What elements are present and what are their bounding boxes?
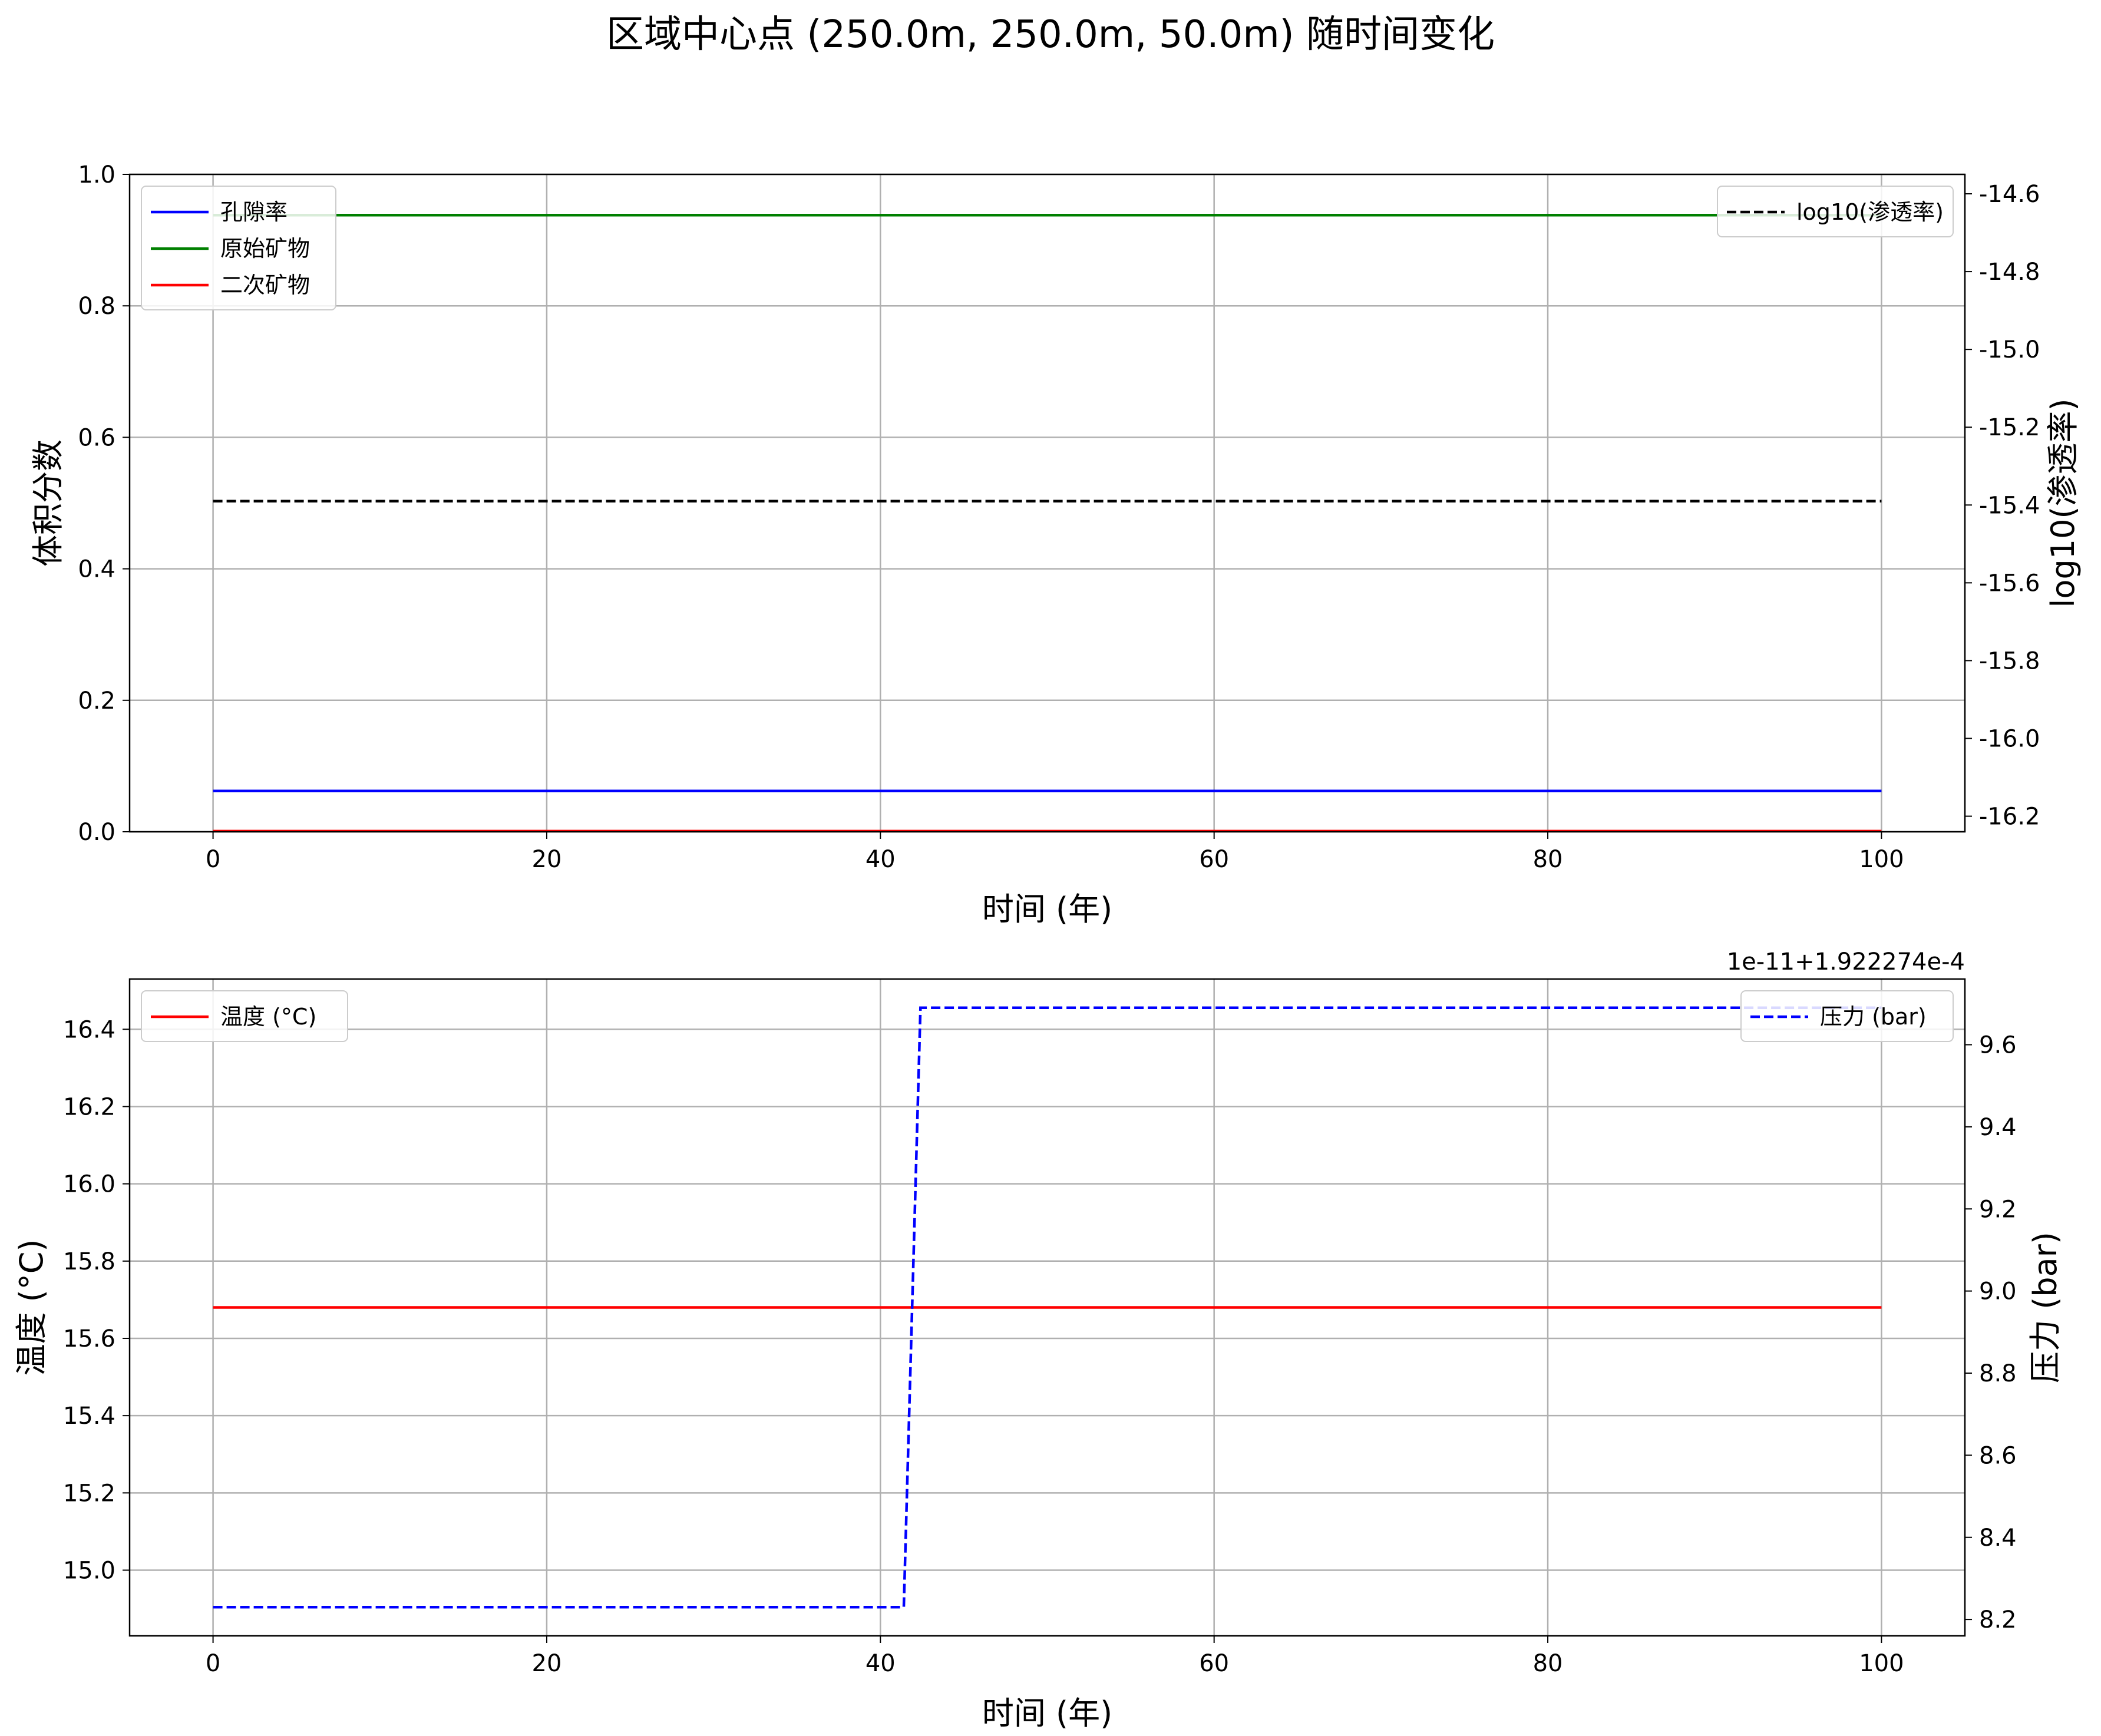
y-axis-label: 温度 (°C) xyxy=(13,1239,50,1375)
x-tick-label: 80 xyxy=(1533,1650,1563,1677)
legend-left-label: 温度 (°C) xyxy=(220,1004,316,1030)
y2-tick-label: -15.8 xyxy=(1979,647,2040,674)
x-tick-label: 0 xyxy=(206,1650,220,1677)
y-tick-label: 15.8 xyxy=(63,1248,115,1275)
y-tick-label: 16.4 xyxy=(63,1016,115,1043)
legend-right-box xyxy=(1740,990,1954,1042)
x-tick-label: 40 xyxy=(865,846,896,873)
y2-tick-label: 8.4 xyxy=(1979,1525,2017,1552)
figure-title: 区域中心点 (250.0m, 250.0m, 50.0m) 随时间变化 xyxy=(606,13,1495,57)
legend-left-label: 原始矿物 xyxy=(220,236,310,262)
y2-tick-label: 8.6 xyxy=(1979,1442,2017,1469)
x-tick-label: 40 xyxy=(865,1650,896,1677)
y-tick-label: 16.2 xyxy=(63,1093,115,1120)
y-tick-label: 1.0 xyxy=(78,161,115,189)
x-axis-label: 时间 (年) xyxy=(982,1695,1112,1732)
bottom-panel: 0 20 40 60 80 100 15.0 15.2 15.4 15.6 15.8 16.0 16.2… xyxy=(13,948,2064,1732)
x-tick-label: 100 xyxy=(1859,1650,1904,1677)
y2-tick-label: 8.8 xyxy=(1979,1360,2017,1387)
y2-tick-label: -16.2 xyxy=(1979,803,2040,831)
top-panel: 0 20 40 60 80 100 0.0 0.2 0.4 0.6 0.8 1.0 -14.6 -14.8… xyxy=(29,161,2082,928)
y2-axis-label: log10(渗透率) xyxy=(2044,398,2082,607)
x-tick-label: 20 xyxy=(532,1650,562,1677)
x-tick-label: 80 xyxy=(1533,846,1563,873)
y2-axis-label: 压力 (bar) xyxy=(2027,1232,2064,1383)
axes-frame xyxy=(128,173,1966,833)
y-tick-label: 15.2 xyxy=(63,1480,115,1507)
x-tick-label: 60 xyxy=(1199,846,1229,873)
y-tick-label: 0.6 xyxy=(78,424,115,451)
y2-tick-label: -15.0 xyxy=(1979,336,2040,363)
x-tick-label: 0 xyxy=(206,846,220,873)
y2-tick-label: 9.6 xyxy=(1979,1032,2017,1059)
legend-left-box xyxy=(141,186,336,310)
y-tick-label: 0.4 xyxy=(78,556,115,583)
y2-tick-label: 8.2 xyxy=(1979,1606,2017,1634)
y-tick-label: 0.0 xyxy=(78,819,115,846)
y-tick-label: 0.8 xyxy=(78,293,115,320)
y2-tick-label: -14.6 xyxy=(1979,181,2040,208)
legend-right-box xyxy=(1717,186,1954,237)
legend-left-label: 二次矿物 xyxy=(220,272,310,298)
x-axis-label: 时间 (年) xyxy=(982,891,1112,928)
series-line-1 xyxy=(213,1006,1882,1609)
y2-tick-label: -16.0 xyxy=(1979,726,2040,753)
y-tick-label: 15.4 xyxy=(63,1403,115,1430)
axes-frame xyxy=(128,978,1966,1637)
legend-right-label: 压力 (bar) xyxy=(1820,1004,1927,1030)
y-tick-label: 15.6 xyxy=(63,1325,115,1353)
y2-tick-label: 9.4 xyxy=(1979,1114,2017,1141)
y2-tick-label: -15.6 xyxy=(1979,570,2040,597)
y-tick-label: 0.2 xyxy=(78,687,115,715)
y2-offset-text: 1e-11+1.922274e-4 xyxy=(1727,948,1965,976)
y2-tick-label: 9.0 xyxy=(1979,1278,2017,1305)
y2-tick-label: 9.2 xyxy=(1979,1196,2017,1223)
y-tick-label: 16.0 xyxy=(63,1171,115,1198)
y2-tick-label: -15.4 xyxy=(1979,492,2040,519)
y-axis-label: 体积分数 xyxy=(29,439,67,567)
x-tick-label: 20 xyxy=(532,846,562,873)
legend-left-label: 孔隙率 xyxy=(220,199,288,225)
y-tick-label: 15.0 xyxy=(63,1558,115,1585)
legend-right-label: log10(渗透率) xyxy=(1796,199,1944,225)
legend-left-box xyxy=(141,990,348,1042)
x-tick-label: 60 xyxy=(1199,1650,1229,1677)
y2-tick-label: -14.8 xyxy=(1979,259,2040,286)
x-tick-label: 100 xyxy=(1859,846,1904,873)
y2-tick-label: -15.2 xyxy=(1979,414,2040,441)
